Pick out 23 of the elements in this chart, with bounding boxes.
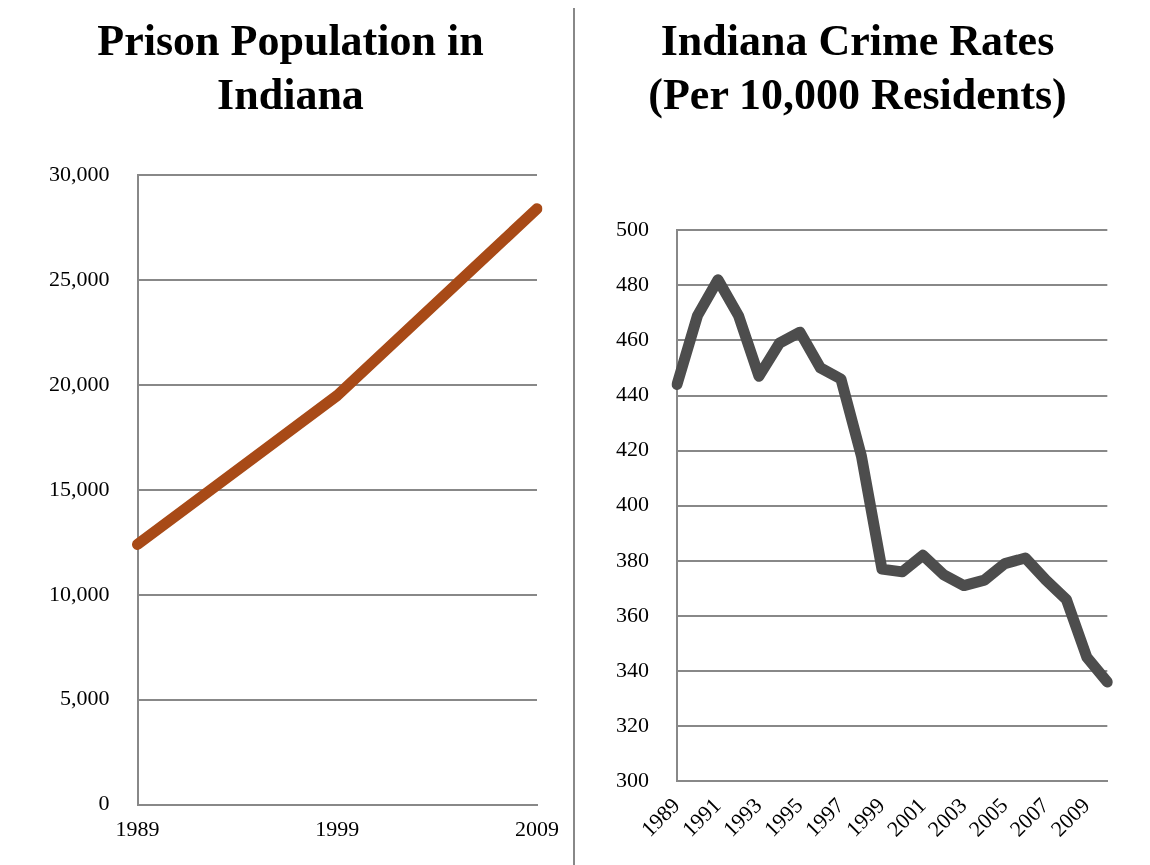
y-tick-label: 10,000: [48, 580, 109, 606]
y-tick-label: 5,000: [59, 685, 109, 711]
y-tick-label: 15,000: [48, 475, 109, 501]
y-tick-label: 400: [615, 491, 649, 517]
chart-title: Prison Population in Indiana: [96, 15, 485, 121]
x-tick-label: 2009: [514, 815, 559, 841]
y-tick-label: 420: [615, 436, 649, 462]
y-tick-label: 320: [615, 711, 649, 737]
chart-title: Indiana Crime Rates (Per 10,000 Residents): [647, 15, 1068, 121]
x-tick-label: 1999: [314, 815, 359, 841]
y-tick-label: 300: [615, 767, 649, 792]
y-tick-label: 0: [98, 790, 109, 816]
y-tick-label: 480: [615, 271, 649, 297]
y-tick-label: 360: [615, 601, 649, 627]
y-tick-label: 460: [615, 326, 649, 352]
y-tick-label: 380: [615, 546, 649, 572]
y-tick-label: 30,000: [48, 160, 109, 186]
y-tick-label: 500: [615, 215, 649, 241]
y-tick-label: 25,000: [48, 265, 109, 291]
y-tick-label: 440: [615, 381, 649, 407]
y-tick-label: 20,000: [48, 370, 109, 396]
y-tick-label: 340: [615, 656, 649, 682]
x-tick-label: 1989: [115, 815, 159, 841]
